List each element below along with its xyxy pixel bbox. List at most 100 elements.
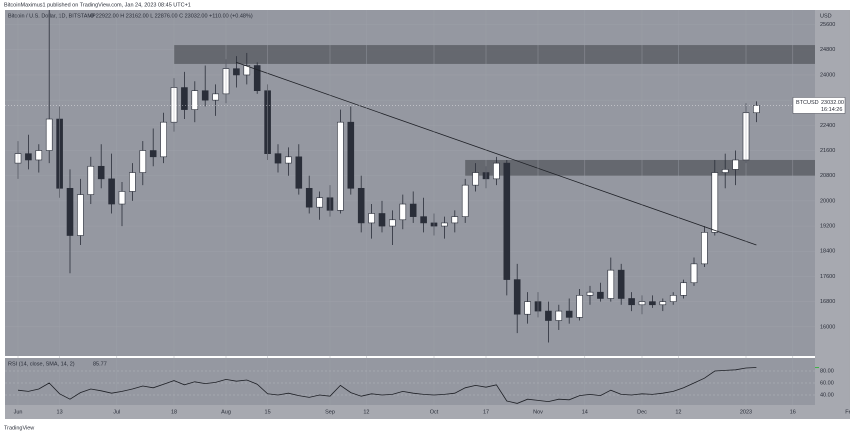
candle-body: [87, 165, 95, 195]
x-tick-label: 17: [483, 409, 489, 415]
y-tick-label: 24000: [820, 72, 835, 78]
candle-body: [118, 191, 126, 205]
x-tick-label: Sep: [325, 409, 335, 415]
price-tag-value: 23032.00: [821, 100, 844, 106]
candle-body: [295, 156, 303, 189]
candle-body: [669, 295, 677, 302]
candle-body: [461, 184, 469, 217]
price-axis: [815, 10, 850, 405]
ohlc-header: O 22922.00 H 23162.00 L 22876.00 C 23032…: [90, 13, 253, 19]
candle-body: [305, 187, 313, 208]
candle-body: [576, 295, 583, 318]
candle-body: [451, 216, 459, 224]
y-tick-label: 16800: [820, 299, 835, 305]
candle-body: [233, 68, 240, 76]
candle-body: [191, 90, 199, 110]
candle-body: [129, 172, 136, 192]
candle-body: [420, 216, 427, 224]
candle-body: [690, 263, 698, 284]
candle-body: [409, 203, 417, 217]
price-tag-countdown: 16:14:26: [821, 107, 842, 113]
candle-body: [493, 162, 500, 180]
y-tick-label: 21600: [820, 148, 835, 154]
candle-body: [25, 153, 32, 161]
candle-body: [378, 213, 386, 227]
time-axis: [5, 405, 850, 419]
resistance-zone: [465, 159, 815, 176]
resistance-zone: [174, 45, 815, 64]
y-tick-label: 25600: [820, 22, 835, 28]
main-pane: [5, 10, 815, 356]
candle-body: [316, 197, 323, 208]
candle-body: [66, 187, 74, 236]
rsi-tick-label: 60.00: [820, 380, 834, 386]
x-tick-label: 12: [363, 409, 369, 415]
candle-body: [35, 150, 43, 161]
candle-body: [243, 65, 251, 76]
y-tick-label: 18400: [820, 249, 835, 255]
candle-body: [659, 301, 667, 306]
candle-body: [732, 159, 739, 170]
x-tick-label: Aug: [221, 409, 231, 415]
candle-body: [649, 301, 656, 306]
x-tick-label: Nov: [533, 409, 543, 415]
candle-body: [628, 298, 635, 306]
footer: TradingView: [4, 425, 34, 431]
x-tick-label: Oct: [430, 409, 439, 415]
price-tag-symbol: BTCUSD: [796, 100, 819, 106]
candle-body: [680, 282, 687, 296]
candle-body: [77, 194, 84, 236]
main-plot: [5, 10, 815, 343]
author-line: BitcoinMaximus1 published on TradingView…: [4, 2, 191, 8]
rsi-line: [17, 367, 757, 404]
candle-body: [555, 310, 563, 321]
candle-body: [565, 310, 573, 318]
price-tag-bg: [792, 97, 846, 114]
x-tick-label: 16: [790, 409, 796, 415]
rsi-tick-label: 80.00: [820, 368, 834, 374]
candle-body: [149, 150, 157, 158]
y-tick-label: 19200: [820, 224, 835, 230]
y-tick-label: 17600: [820, 274, 835, 280]
x-tick-label: Jul: [113, 409, 120, 415]
candle-body: [368, 213, 375, 224]
candle-body: [617, 269, 625, 299]
x-tick-label: Dec: [637, 409, 647, 415]
x-tick-label: 14: [582, 409, 588, 415]
x-tick-label: 12: [675, 409, 681, 415]
candle-body: [472, 172, 479, 186]
candle-body: [545, 310, 552, 321]
candle-body: [337, 121, 344, 211]
y-tick-label: 22400: [820, 123, 835, 129]
x-tick-label: 18: [171, 409, 177, 415]
candle-body: [347, 121, 355, 189]
candle-body: [160, 121, 167, 158]
y-tick-label: 20800: [820, 173, 835, 179]
candle-body: [45, 118, 53, 151]
rsi-last: 85.77: [93, 361, 107, 367]
candle-body: [503, 162, 511, 280]
x-tick-label: 13: [57, 409, 63, 415]
symbol-title: Bitcoin / U.S. Dollar, 1D, BITSTAMP: [8, 13, 96, 19]
candle-body: [357, 187, 365, 224]
candle-body: [513, 279, 521, 315]
currency-label: USD: [820, 13, 832, 19]
x-tick-label: Feb: [845, 409, 850, 415]
candle-body: [597, 291, 604, 299]
candle-body: [139, 150, 147, 173]
rsi-pane: [5, 358, 815, 405]
candle-body: [108, 178, 115, 205]
candle-body: [701, 232, 708, 265]
candle-body: [253, 65, 261, 92]
rsi-tick-label: 40.00: [820, 392, 834, 398]
y-tick-label: 16000: [820, 324, 835, 330]
candle-body: [399, 203, 407, 221]
candle-body: [721, 169, 729, 173]
rsi-label: RSI (14, close, SMA, 14, 2): [8, 361, 75, 367]
candle-body: [201, 90, 209, 101]
candle-body: [711, 172, 719, 233]
candle-body: [607, 269, 615, 299]
x-tick-label: Jun: [14, 409, 23, 415]
candle-body: [212, 93, 219, 101]
